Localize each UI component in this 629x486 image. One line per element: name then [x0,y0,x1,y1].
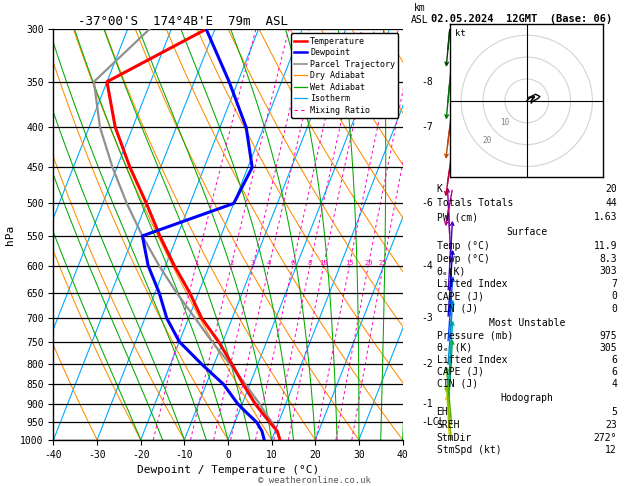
Text: CIN (J): CIN (J) [437,304,478,313]
Text: 20: 20 [605,184,617,194]
Y-axis label: hPa: hPa [4,225,14,244]
Text: 303: 303 [599,266,617,276]
Text: 7: 7 [611,278,617,289]
Text: 1.63: 1.63 [593,212,617,223]
Text: CAPE (J): CAPE (J) [437,367,484,377]
Text: 20: 20 [364,260,372,265]
Text: CAPE (J): CAPE (J) [437,291,484,301]
Text: 2: 2 [229,260,233,265]
Text: Pressure (mb): Pressure (mb) [437,331,513,341]
Text: Lifted Index: Lifted Index [437,278,507,289]
Text: © weatheronline.co.uk: © weatheronline.co.uk [258,475,371,485]
Text: K: K [437,184,442,194]
Text: 12: 12 [605,446,617,455]
Text: 20: 20 [483,136,492,145]
X-axis label: Dewpoint / Temperature (°C): Dewpoint / Temperature (°C) [137,465,319,475]
Text: 272°: 272° [593,433,617,443]
Text: 10: 10 [500,118,509,127]
Text: 15: 15 [345,260,353,265]
Text: StmDir: StmDir [437,433,472,443]
Text: Dewp (°C): Dewp (°C) [437,254,489,264]
Text: θₑ (K): θₑ (K) [437,343,472,353]
Text: 44: 44 [605,198,617,208]
Text: -6: -6 [421,198,433,208]
Text: 0: 0 [611,291,617,301]
Text: -37°00'S  174°4B'E  79m  ASL: -37°00'S 174°4B'E 79m ASL [78,15,288,28]
Text: CIN (J): CIN (J) [437,379,478,389]
Text: kt: kt [455,29,465,38]
Text: 23: 23 [605,420,617,430]
Text: PW (cm): PW (cm) [437,212,478,223]
Text: 975: 975 [599,331,617,341]
Text: SREH: SREH [437,420,460,430]
Text: 3: 3 [251,260,255,265]
Text: 6: 6 [291,260,295,265]
Text: 305: 305 [599,343,617,353]
Text: 6: 6 [611,367,617,377]
Text: 02.05.2024  12GMT  (Base: 06): 02.05.2024 12GMT (Base: 06) [431,14,612,24]
Text: -4: -4 [421,260,433,271]
Text: 8: 8 [308,260,312,265]
Text: 1: 1 [194,260,198,265]
Text: -7: -7 [421,122,433,132]
Text: 11.9: 11.9 [593,241,617,251]
Text: EH: EH [437,407,448,417]
Text: 10: 10 [320,260,328,265]
Text: 5: 5 [611,407,617,417]
Text: -3: -3 [421,313,433,323]
Text: 6: 6 [611,355,617,365]
Text: Totals Totals: Totals Totals [437,198,513,208]
Text: θₑ(K): θₑ(K) [437,266,466,276]
Text: 4: 4 [611,379,617,389]
Text: -1: -1 [421,399,433,409]
Text: -LCL: -LCL [421,417,445,427]
Text: Surface: Surface [506,227,547,238]
Text: 0: 0 [611,304,617,313]
Text: Lifted Index: Lifted Index [437,355,507,365]
Text: 8.3: 8.3 [599,254,617,264]
Text: km
ASL: km ASL [411,3,429,25]
Text: Hodograph: Hodograph [500,393,554,403]
Text: -8: -8 [421,77,433,87]
Legend: Temperature, Dewpoint, Parcel Trajectory, Dry Adiabat, Wet Adiabat, Isotherm, Mi: Temperature, Dewpoint, Parcel Trajectory… [291,34,398,118]
Text: StmSpd (kt): StmSpd (kt) [437,446,501,455]
Text: -2: -2 [421,359,433,369]
Text: Temp (°C): Temp (°C) [437,241,489,251]
Text: Most Unstable: Most Unstable [489,318,565,328]
Text: 4: 4 [267,260,271,265]
Text: 25: 25 [379,260,387,265]
